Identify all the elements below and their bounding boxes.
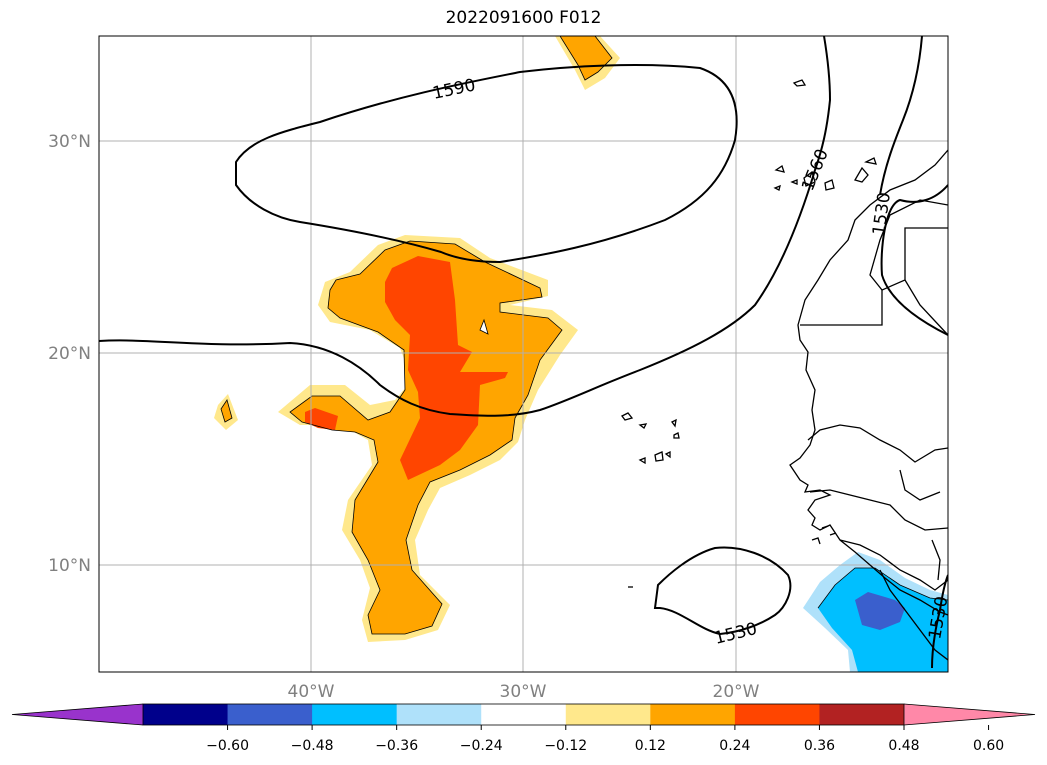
colorbar-segment [396, 704, 482, 725]
colorbar-segment [734, 704, 820, 725]
africa-inland-border-1 [800, 227, 948, 326]
africa-inland-border-8 [931, 539, 941, 581]
colorbar-tick-label: −0.24 [460, 738, 503, 754]
lon-label-30w: 30°W [500, 682, 547, 702]
colorbar-segment [650, 704, 736, 725]
canary-island-1 [774, 164, 785, 173]
contour-1560 [99, 36, 832, 417]
height-contours [99, 36, 948, 669]
white-notch [480, 320, 488, 334]
africa-inland-border-6 [839, 539, 948, 591]
lat-label-20n: 20°N [48, 344, 91, 364]
africa-inland-border-7 [899, 469, 941, 501]
contour-label-1560: 1560 [798, 146, 833, 194]
canary-island-6 [854, 166, 869, 183]
africa-inland-border-5 [809, 489, 948, 531]
colorbar-tick-label: 0.12 [635, 738, 666, 754]
colorbar-frame [142, 703, 905, 726]
canary-island-4 [803, 170, 816, 187]
north-anomaly-outline [559, 36, 613, 81]
lon-label-20w: 20°W [713, 682, 760, 702]
madeira-island [792, 79, 807, 87]
colorbar-tick-label: 0.60 [973, 738, 1004, 754]
colorbar-segment [312, 704, 398, 725]
colorbar-ticks: −0.60 −0.48 −0.36 −0.24 −0.12 0.12 0.24 0.36 0.4… [206, 725, 1004, 754]
anomaly-outlines [220, 36, 948, 635]
contour-1530-south [653, 546, 792, 636]
cape-verde-island-2 [638, 423, 648, 429]
colorbar-segment [481, 704, 567, 725]
colorbar-segment [819, 704, 905, 725]
colorbar-left-extend-outline [11, 703, 144, 726]
colorbar-segment [565, 704, 651, 725]
colorbar-tick-label: −0.60 [206, 738, 249, 754]
southeast-anomaly-outline [817, 567, 948, 609]
lon-label-40w: 40°W [288, 682, 335, 702]
gulf-coast [879, 569, 948, 661]
latitude-labels: 30°N 20°N 10°N [48, 132, 91, 576]
main-anomaly-outline [289, 240, 563, 635]
cape-verde-island-5 [638, 457, 646, 465]
cape-verde-island-3 [671, 418, 677, 428]
gridlines [99, 36, 948, 672]
colorbar-tick-label: 0.48 [888, 738, 919, 754]
cape-verde-island-1 [621, 412, 634, 421]
colorbar-right-extend-outline [903, 703, 1036, 726]
colorbar-segments [12, 704, 1035, 725]
positive-anomaly-shading [214, 36, 620, 642]
canary-island-7 [864, 157, 877, 165]
colorbar-segment [143, 704, 229, 725]
colorbar-right-extend [904, 704, 1035, 725]
north-anomaly-mid [560, 36, 612, 80]
colorbar-left-extend [12, 704, 143, 725]
canary-island-5 [824, 179, 835, 191]
notch-outline [479, 318, 489, 335]
africa-coastline [789, 149, 948, 616]
map-frame [98, 35, 949, 673]
main-anomaly-core [385, 256, 508, 480]
africa-inland-border-4 [807, 424, 948, 463]
cape-verde-island-4 [673, 432, 680, 439]
colorbar: −0.60 −0.48 −0.36 −0.24 −0.12 0.12 0.24 0.36 0.4… [11, 703, 1036, 754]
colorbar-tick-label: −0.36 [375, 738, 418, 754]
colorbar-segment [227, 704, 313, 725]
colorbar-tick-label: 0.24 [719, 738, 750, 754]
colorbar-tick-label: −0.12 [544, 738, 587, 754]
contour-1530-north [880, 184, 948, 336]
canary-island-3 [790, 179, 798, 185]
map-area [99, 36, 948, 672]
bissagos-islands [811, 525, 837, 545]
longitude-labels: 40°W 30°W 20°W [288, 682, 760, 702]
coastlines [621, 79, 948, 661]
cape-verde-island-7 [664, 450, 671, 459]
contour-label-1530-north: 1530 [869, 191, 895, 237]
colorbar-tick-label: 0.36 [804, 738, 835, 754]
small-anomaly-outline [220, 399, 233, 423]
negative-anomaly-shading [803, 552, 948, 672]
map-title: 2022091600 F012 [445, 8, 602, 28]
lat-label-30n: 30°N [48, 132, 91, 152]
southeast-anomaly-core [855, 592, 905, 630]
west-anomaly-core [305, 408, 338, 430]
contour-1530-north-top [879, 36, 923, 196]
colorbar-tick-label: −0.48 [291, 738, 334, 754]
canary-island-2 [773, 184, 781, 191]
contour-1530-southeast [931, 574, 948, 669]
cape-verde-island-6 [654, 451, 664, 462]
contour-1590 [235, 64, 738, 264]
lat-label-10n: 10°N [48, 556, 91, 576]
contour-label-1590: 1590 [431, 75, 477, 104]
africa-inland-border-2 [904, 279, 948, 336]
